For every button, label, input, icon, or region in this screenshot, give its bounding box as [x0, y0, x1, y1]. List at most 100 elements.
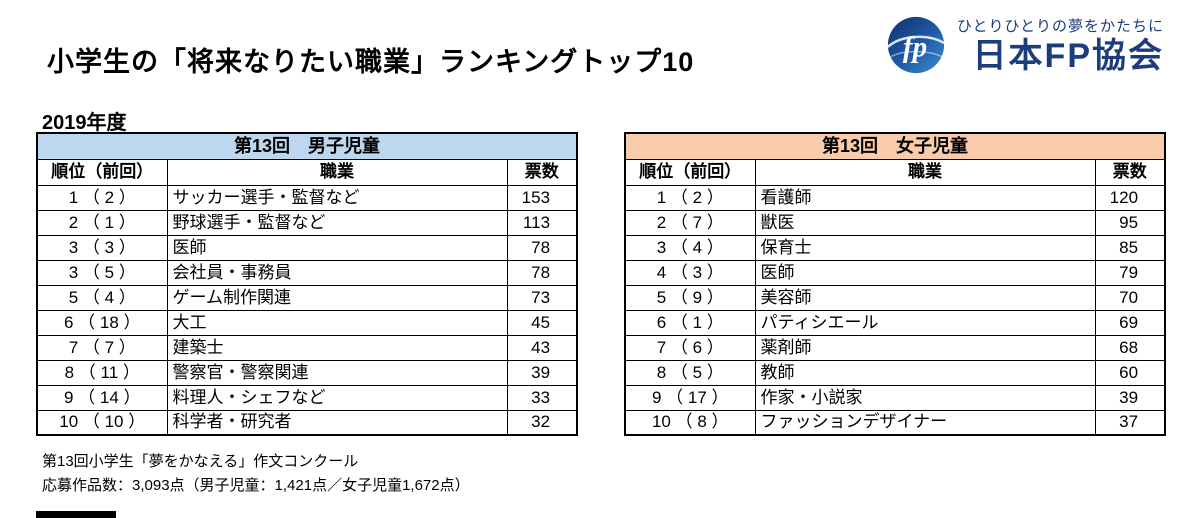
job-cell: 野球選手・監督など	[166, 209, 508, 236]
rank-cell: 2 （ 7 ）	[624, 209, 756, 236]
footer-entries-line: 応募作品数：3,093点（男子児童：1,421点／女子児童1,672点）	[42, 477, 470, 494]
job-cell: 作家・小説家	[754, 384, 1096, 411]
rank-cell: 3 （ 5 ）	[36, 259, 168, 286]
rank-cell: 1 （ 2 ）	[624, 184, 756, 211]
job-cell: 大工	[166, 309, 508, 336]
logo-text-block: ひとりひとりの夢をかたちに 日本FP協会	[957, 15, 1164, 75]
year-label: 2019年度	[42, 112, 127, 134]
table-row: 8 （ 11 ）警察官・警察関連 39	[36, 359, 578, 386]
rank-cell: 7 （ 7 ）	[36, 334, 168, 361]
boys-table-title: 第13回 男子児童	[36, 132, 578, 160]
job-cell: 獣医	[754, 209, 1096, 236]
votes-cell: 113	[506, 209, 578, 236]
table-row: 5 （ 4 ）ゲーム制作関連 73	[36, 284, 578, 311]
table-row: 3 （ 5 ）会社員・事務員 78	[36, 259, 578, 286]
job-cell: 教師	[754, 359, 1096, 386]
table-row: 1 （ 2 ）看護師 120	[624, 184, 1166, 211]
fp-logo-letters: fp	[903, 32, 927, 64]
job-cell: パティシエール	[754, 309, 1096, 336]
column-header-job: 職業	[754, 158, 1096, 186]
table-row: 4 （ 3 ）医師 79	[624, 259, 1166, 286]
job-cell: 会社員・事務員	[166, 259, 508, 286]
votes-cell: 60	[1094, 359, 1166, 386]
votes-cell: 78	[506, 259, 578, 286]
rank-cell: 1 （ 2 ）	[36, 184, 168, 211]
votes-cell: 69	[1094, 309, 1166, 336]
votes-cell: 37	[1094, 409, 1166, 436]
votes-cell: 39	[506, 359, 578, 386]
votes-cell: 43	[506, 334, 578, 361]
column-header-rank: 順位（前回）	[36, 158, 168, 186]
job-cell: 料理人・シェフなど	[166, 384, 508, 411]
rank-cell: 9 （ 17 ）	[624, 384, 756, 411]
rank-cell: 10 （ 8 ）	[624, 409, 756, 436]
footer-contest-line: 第13回小学生「夢をかなえる」作文コンクール	[42, 453, 359, 470]
rank-cell: 2 （ 1 ）	[36, 209, 168, 236]
votes-cell: 70	[1094, 284, 1166, 311]
job-cell: ファッションデザイナー	[754, 409, 1096, 436]
rank-cell: 10 （ 10 ）	[36, 409, 168, 436]
table-row: 6 （ 1 ）パティシエール 69	[624, 309, 1166, 336]
votes-cell: 32	[506, 409, 578, 436]
votes-cell: 120	[1094, 184, 1166, 211]
rank-cell: 9 （ 14 ）	[36, 384, 168, 411]
job-cell: 科学者・研究者	[166, 409, 508, 436]
rank-cell: 6 （ 1 ）	[624, 309, 756, 336]
rank-cell: 3 （ 3 ）	[36, 234, 168, 261]
rank-cell: 7 （ 6 ）	[624, 334, 756, 361]
job-cell: 美容師	[754, 284, 1096, 311]
table-row: 3 （ 4 ）保育士 85	[624, 234, 1166, 261]
votes-cell: 73	[506, 284, 578, 311]
votes-cell: 39	[1094, 384, 1166, 411]
votes-cell: 45	[506, 309, 578, 336]
votes-cell: 95	[1094, 209, 1166, 236]
japan-fp-association-logo: fp ひとりひとりの夢をかたちに 日本FP協会	[885, 14, 1164, 76]
girls-ranking-table: 第13回 女子児童 順位（前回） 職業 票数 1 （ 2 ）看護師 120 2 （ …	[624, 132, 1167, 436]
boys-ranking-table: 第13回 男子児童 順位（前回） 職業 票数 1 （ 2 ）サッカー選手・監督な…	[36, 132, 579, 436]
votes-cell: 68	[1094, 334, 1166, 361]
table-row: 7 （ 6 ）薬剤師 68	[624, 334, 1166, 361]
job-cell: サッカー選手・監督など	[166, 184, 508, 211]
column-header-job: 職業	[166, 158, 508, 186]
table-row: 9 （ 17 ）作家・小説家 39	[624, 384, 1166, 411]
girls-table-title: 第13回 女子児童	[624, 132, 1166, 160]
job-cell: 保育士	[754, 234, 1096, 261]
votes-cell: 153	[506, 184, 578, 211]
job-cell: 警察官・警察関連	[166, 359, 508, 386]
boys-table-body: 1 （ 2 ）サッカー選手・監督など 153 2 （ 1 ）野球選手・監督など 113…	[36, 184, 578, 436]
votes-cell: 33	[506, 384, 578, 411]
rank-cell: 8 （ 5 ）	[624, 359, 756, 386]
job-cell: 医師	[166, 234, 508, 261]
rank-cell: 5 （ 4 ）	[36, 284, 168, 311]
table-row: 6 （ 18 ）大工 45	[36, 309, 578, 336]
page-title: 小学生の「将来なりたい職業」ランキングトップ10	[47, 47, 695, 77]
rank-cell: 3 （ 4 ）	[624, 234, 756, 261]
table-row: 9 （ 14 ）料理人・シェフなど 33	[36, 384, 578, 411]
table-row: 10 （ 8 ）ファッションデザイナー 37	[624, 409, 1166, 436]
fp-logo-icon: fp	[886, 16, 945, 74]
cropped-black-mark	[36, 511, 116, 518]
rank-cell: 5 （ 9 ）	[624, 284, 756, 311]
table-row: 2 （ 7 ）獣医 95	[624, 209, 1166, 236]
logo-org-name: 日本FP協会	[972, 37, 1164, 76]
job-cell: 薬剤師	[754, 334, 1096, 361]
votes-cell: 85	[1094, 234, 1166, 261]
table-row: 1 （ 2 ）サッカー選手・監督など 153	[36, 184, 578, 211]
job-cell: 建築士	[166, 334, 508, 361]
table-row: 3 （ 3 ）医師 78	[36, 234, 578, 261]
votes-cell: 78	[506, 234, 578, 261]
votes-cell: 79	[1094, 259, 1166, 286]
job-cell: 医師	[754, 259, 1096, 286]
table-row: 8 （ 5 ）教師 60	[624, 359, 1166, 386]
table-row: 10 （ 10 ）科学者・研究者 32	[36, 409, 578, 436]
logo-tagline: ひとりひとりの夢をかたちに	[956, 18, 1164, 36]
rank-cell: 6 （ 18 ）	[36, 309, 168, 336]
rank-cell: 4 （ 3 ）	[624, 259, 756, 286]
column-header-votes: 票数	[506, 158, 578, 186]
rank-cell: 8 （ 11 ）	[36, 359, 168, 386]
girls-table-body: 1 （ 2 ）看護師 120 2 （ 7 ）獣医 95 3 （ 4 ）保育士 85 4 （ …	[624, 184, 1166, 436]
table-row: 7 （ 7 ）建築士 43	[36, 334, 578, 361]
job-cell: ゲーム制作関連	[166, 284, 508, 311]
table-row: 2 （ 1 ）野球選手・監督など 113	[36, 209, 578, 236]
